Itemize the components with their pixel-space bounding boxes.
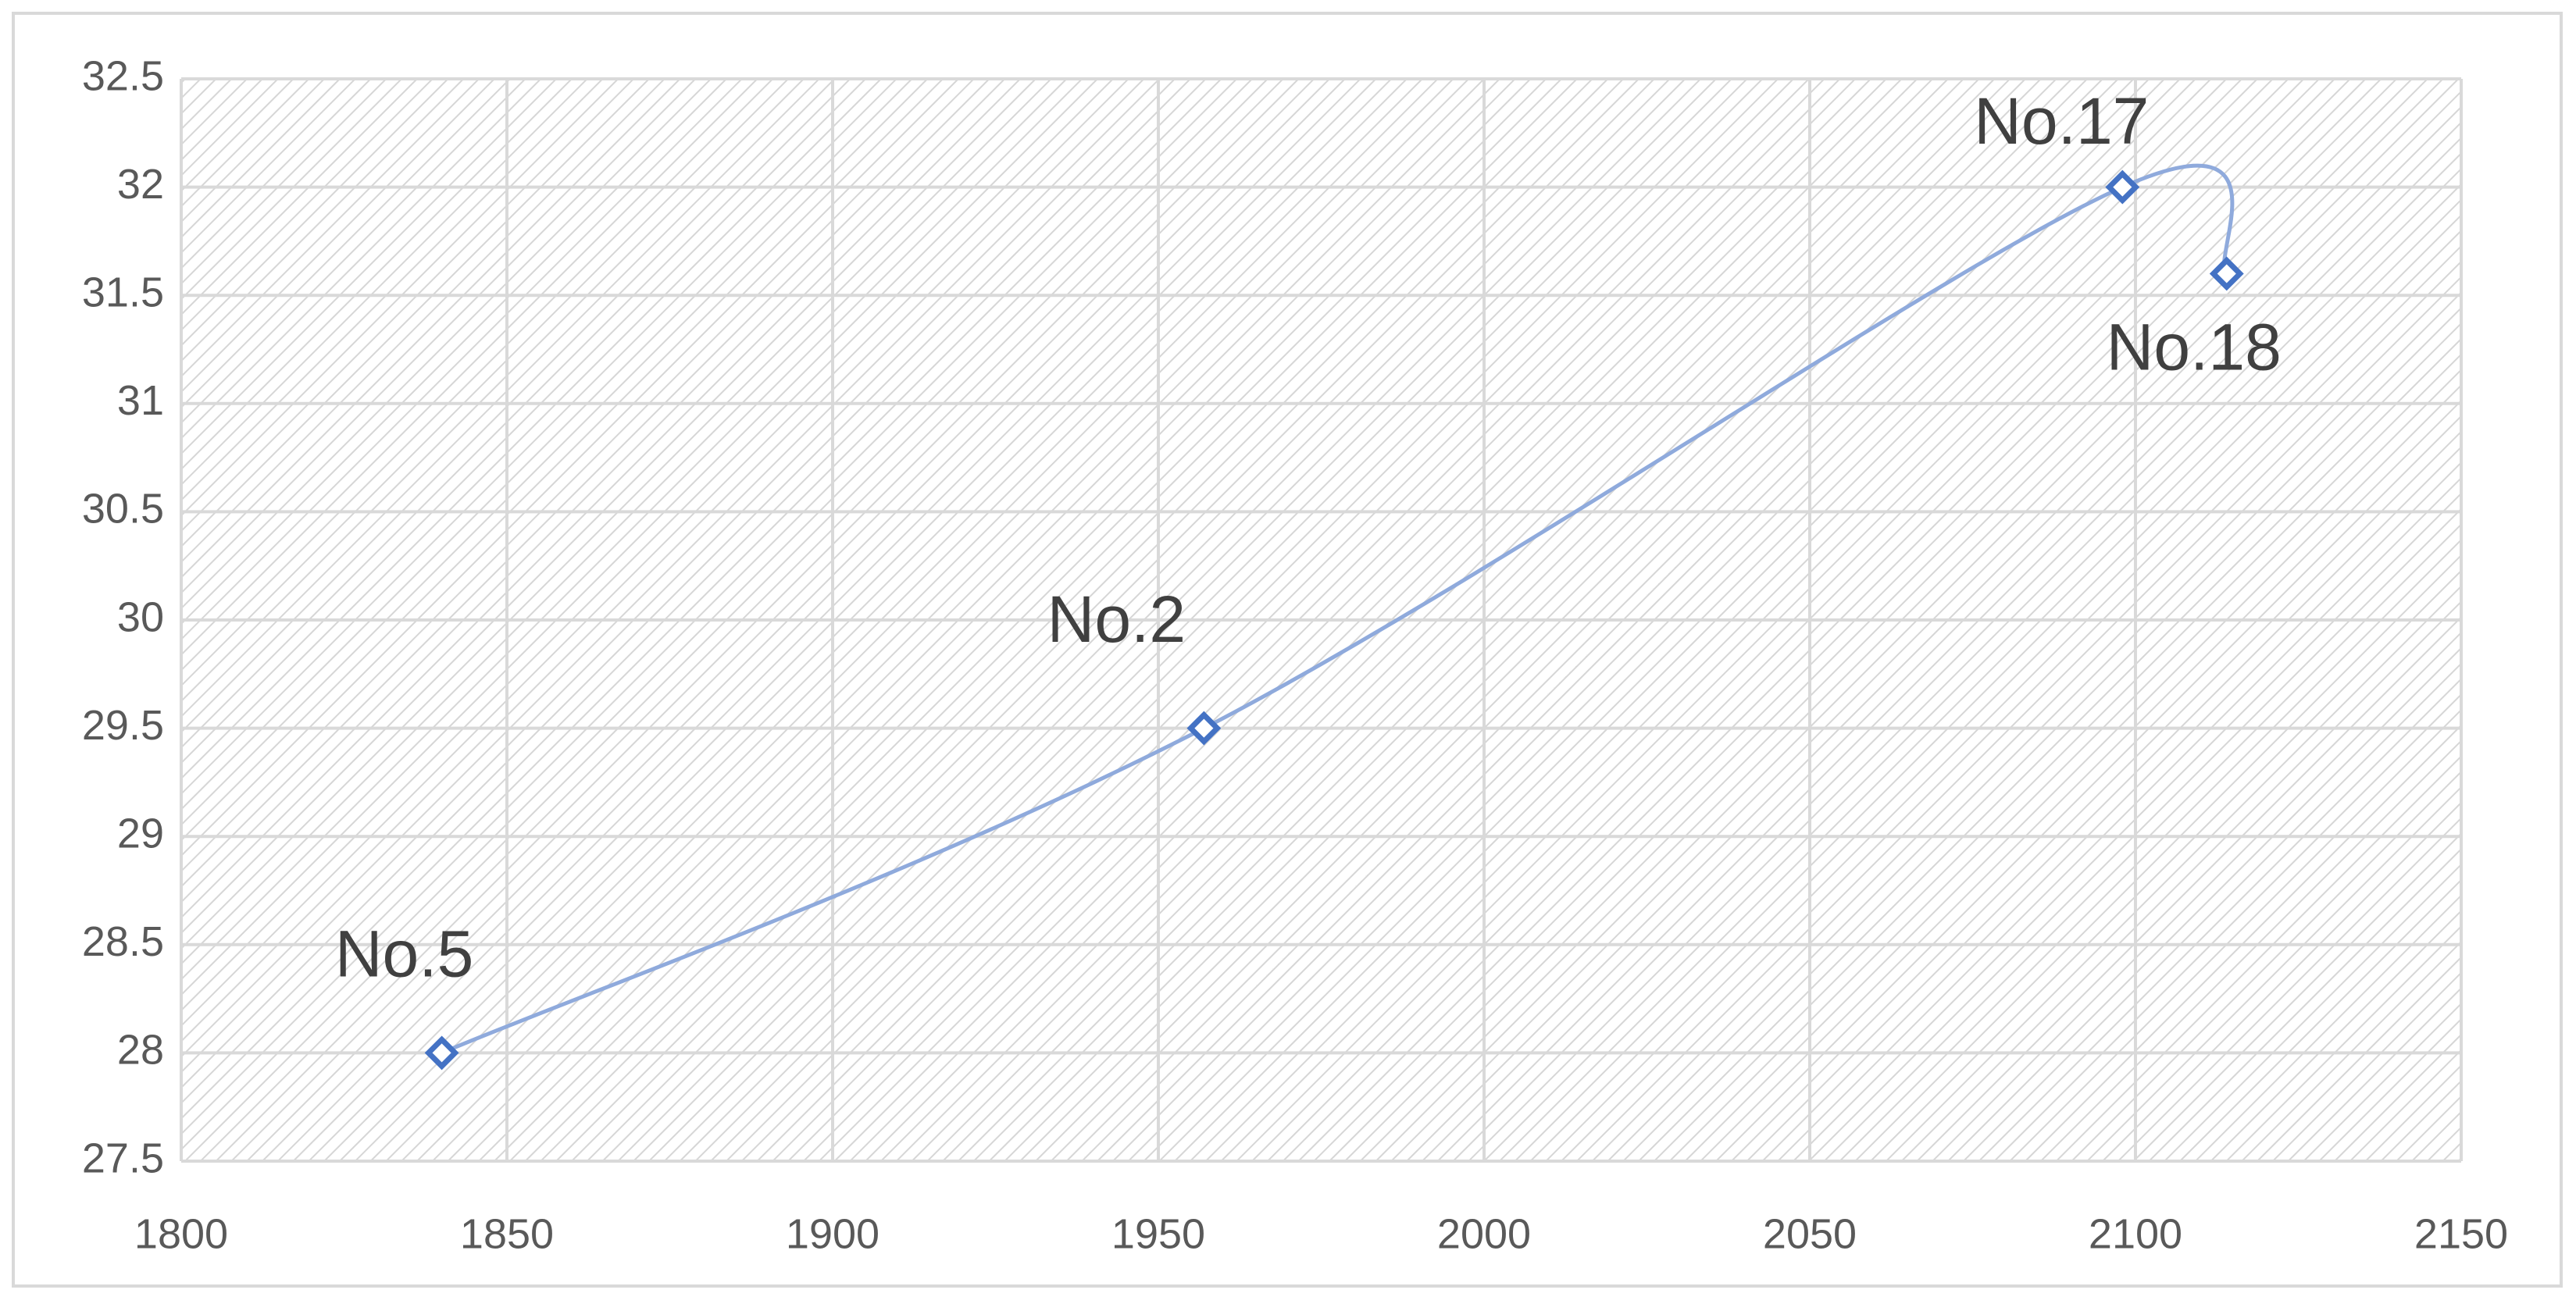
y-tick-label: 29.5 xyxy=(82,702,164,749)
y-tick-label: 32.5 xyxy=(82,52,164,99)
y-tick-label: 28.5 xyxy=(82,918,164,965)
point-label: No.17 xyxy=(1974,84,2149,158)
y-tick-label: 31 xyxy=(117,377,164,424)
y-tick-label: 30 xyxy=(117,593,164,640)
x-tick-label: 2150 xyxy=(2414,1210,2508,1257)
data-point xyxy=(2209,256,2244,291)
y-tick-label: 29 xyxy=(117,810,164,857)
x-tick-label: 1900 xyxy=(786,1210,879,1257)
x-tick-label: 1850 xyxy=(460,1210,554,1257)
y-tick-label: 31.5 xyxy=(82,269,164,315)
point-label: No.18 xyxy=(2107,311,2282,384)
y-tick-label: 27.5 xyxy=(82,1135,164,1181)
y-tick-label: 32 xyxy=(117,161,164,208)
x-tick-label: 2000 xyxy=(1437,1210,1531,1257)
y-tick-label: 28 xyxy=(117,1027,164,1074)
data-point xyxy=(424,1035,459,1071)
point-label: No.5 xyxy=(335,917,473,991)
data-point xyxy=(2105,169,2140,205)
data-point xyxy=(1186,711,1222,746)
x-tick-label: 2100 xyxy=(2089,1210,2182,1257)
x-tick-label: 2050 xyxy=(1763,1210,1857,1257)
x-tick-label: 1800 xyxy=(134,1210,228,1257)
series-line xyxy=(441,163,2235,1055)
point-label: No.2 xyxy=(1047,583,1186,656)
x-tick-label: 1950 xyxy=(1111,1210,1205,1257)
y-tick-label: 30.5 xyxy=(82,486,164,533)
